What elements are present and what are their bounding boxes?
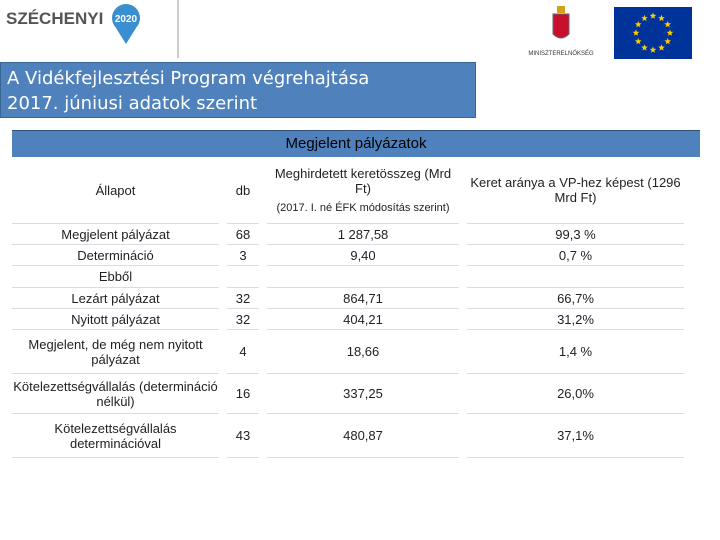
table-cell: Determináció [12, 245, 219, 266]
coat-of-arms [552, 13, 570, 39]
table-cell: 480,87 [267, 414, 459, 458]
table-cell [467, 266, 684, 288]
table-cell: Megjelent, de még nem nyitott pályázat [12, 330, 219, 374]
column-header: Meghirdetett keretösszeg (Mrd Ft) (2017. … [267, 157, 459, 224]
column-note: (2017. I. né ÉFK módosítás szerint) [276, 202, 450, 214]
eu-star [634, 38, 642, 45]
table-row: Megjelent pályázat 68 1 287,58 99,3 % [12, 224, 684, 245]
table-cell: Lezárt pályázat [12, 288, 219, 309]
column-header: Állapot [12, 157, 219, 224]
eu-star [664, 38, 672, 45]
table-row: Lezárt pályázat 32 864,71 66,7% [12, 288, 684, 309]
table-row: Determináció 3 9,40 0,7 % [12, 245, 684, 266]
table-cell: 43 [227, 414, 259, 458]
table-cell: 31,2% [467, 309, 684, 330]
table-cell: 1,4 % [467, 330, 684, 374]
table-cell: 37,1% [467, 414, 684, 458]
table-cell: 32 [227, 309, 259, 330]
eu-star [658, 14, 665, 22]
table-cell: 16 [227, 374, 259, 414]
eu-star [634, 21, 642, 28]
eu-star [658, 44, 665, 51]
table-cell: 9,40 [267, 245, 459, 266]
table-cell: Kötelezettségvállalás (determináció nélk… [12, 374, 219, 414]
table-cell: 4 [227, 330, 259, 374]
table-row: Megjelent, de még nem nyitott pályázat 4 1… [12, 330, 684, 374]
table-cell: Megjelent pályázat [12, 224, 219, 245]
table-cell: 3 [227, 245, 259, 266]
table-cell [267, 266, 459, 288]
column-header: db [227, 157, 259, 224]
table-row: Nyitott pályázat 32 404,21 31,2% [12, 309, 684, 330]
crown [557, 6, 565, 13]
table-caption: Megjelent pályázatok [12, 130, 700, 157]
table-cell: Ebből [12, 266, 219, 288]
logo-pin [112, 4, 140, 32]
table-cell: 68 [227, 224, 259, 245]
logo-pin-tip [116, 28, 136, 44]
column-header: Keret aránya a VP-hez képest (1296 Mrd F… [467, 157, 684, 224]
table: Állapot db Meghirdetett keretösszeg (Mrd… [4, 157, 692, 458]
table-cell: 32 [227, 288, 259, 309]
table-row: Kötelezettségvállalás (determináció nélk… [12, 374, 684, 414]
eu-star [641, 44, 648, 51]
table-row: Ebből [12, 266, 684, 288]
table-cell: 18,66 [267, 330, 459, 374]
table-cell: 66,7% [467, 288, 684, 309]
table-cell [227, 266, 259, 288]
eu-star [641, 14, 648, 22]
eu-star [649, 46, 657, 53]
table-cell: 404,21 [267, 309, 459, 330]
table-cell: Nyitott pályázat [12, 309, 219, 330]
eu-star [666, 29, 674, 36]
title-line: 2017. júniusi adatok szerint [7, 93, 258, 114]
table-cell: 0,7 % [467, 245, 684, 266]
table-cell: 26,0% [467, 374, 684, 414]
table-cell: 99,3 % [467, 224, 684, 245]
table-row: Kötelezettségvállalás determinációval 43 4… [12, 414, 684, 458]
table-cell: 864,71 [267, 288, 459, 309]
table-cell: 337,25 [267, 374, 459, 414]
logo-text: SZÉCHENYI [6, 9, 103, 28]
column-header-text: Meghirdetett keretösszeg (Mrd Ft) [274, 166, 452, 196]
title-box: A Vidékfejlesztési Program végrehajtása … [0, 62, 476, 118]
eu-star [664, 21, 672, 28]
logo-bar: SZÉCHENYI 2020 MINISZTERELNÖKSÉG [6, 0, 692, 59]
table-cell: 1 287,58 [267, 224, 459, 245]
eu-star [632, 29, 640, 36]
table-cell: Kötelezettségvállalás determinációval [12, 414, 219, 458]
eu-star [649, 12, 657, 19]
logo-year: 2020 [115, 14, 138, 25]
title-line: A Vidékfejlesztési Program végrehajtása [7, 68, 370, 89]
ministry-text: MINISZTERELNÖKSÉG [528, 50, 594, 57]
